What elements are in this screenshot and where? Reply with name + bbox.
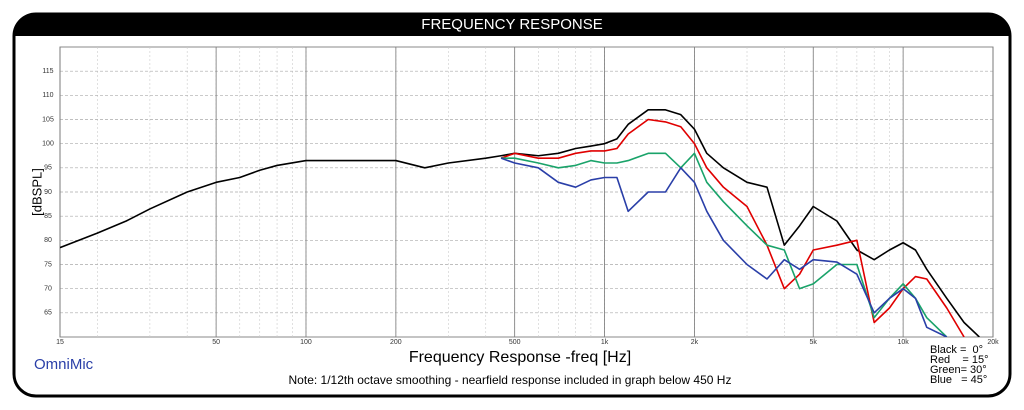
x-tick-label: 200 [390, 339, 402, 346]
series-line [501, 152, 948, 337]
chart-title: FREQUENCY RESPONSE [421, 16, 602, 33]
y-tick-label: 75 [44, 261, 52, 268]
x-tick-label: 2k [691, 339, 699, 346]
x-tick-label: 20k [987, 339, 999, 346]
legend-entry: Black = 0° [930, 344, 983, 356]
y-axis-label: [dBSPL] [29, 168, 44, 216]
y-tick-label: 85 [44, 213, 52, 220]
series-line [500, 118, 965, 337]
y-tick-label: 110 [42, 92, 53, 99]
x-tick-label: 50 [212, 339, 220, 346]
x-tick-label: 5k [810, 339, 818, 346]
title-bar [14, 14, 1010, 36]
x-tick-label: 500 [509, 339, 521, 346]
series-line [500, 157, 948, 337]
y-tick-label: 80 [44, 237, 52, 244]
x-tick-label: 15 [56, 339, 64, 346]
legend-entry: Blue = 45° [930, 374, 987, 386]
note: Note: 1/12th octave smoothing - nearfiel… [289, 373, 732, 387]
x-tick-label: 1k [601, 339, 609, 346]
legend-entry: Red = 15° [930, 354, 989, 366]
y-tick-label: 115 [42, 68, 53, 75]
legend-entry: Green= 30° [930, 364, 987, 376]
y-tick-label: 65 [44, 310, 52, 317]
y-tick-label: 105 [42, 116, 54, 123]
y-tick-label: 90 [44, 189, 52, 196]
x-axis-label: Frequency Response -freq [Hz] [409, 349, 631, 366]
x-tick-label: 10k [897, 339, 909, 346]
brand: OmniMic [34, 356, 94, 373]
x-tick-label: 100 [300, 339, 312, 346]
y-tick-label: 70 [44, 286, 52, 293]
y-tick-label: 95 [44, 165, 52, 172]
y-tick-label: 100 [42, 141, 54, 148]
series-line [60, 109, 980, 337]
